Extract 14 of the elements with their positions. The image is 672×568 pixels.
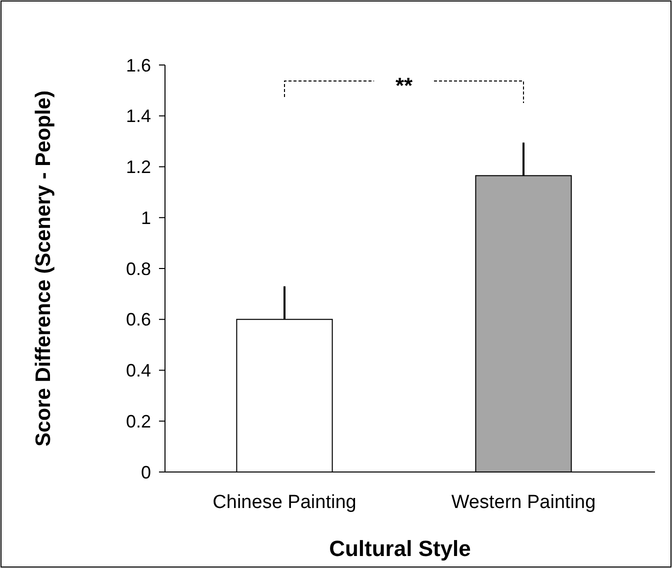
y-axis-title: Score Difference (Scenery - People) — [32, 90, 55, 446]
annotation: ** — [395, 73, 413, 98]
y-tick-label: 1.4 — [126, 106, 151, 126]
x-tick-label: Chinese Painting — [212, 492, 356, 513]
y-tick-label: 1 — [140, 208, 151, 228]
y-tick-label: 0.4 — [126, 360, 151, 381]
y-tick-label: 1.2 — [126, 157, 151, 178]
y-tick-label: 1.6 — [126, 55, 151, 76]
x-tick-label: Western Painting — [451, 492, 596, 513]
y-tick-label: 0 — [140, 462, 151, 482]
x-axis-title: Cultural Style — [329, 536, 471, 561]
y-tick-label: 0.6 — [126, 310, 151, 330]
y-tick-label: 0.2 — [126, 411, 151, 432]
y-tick-label: 0.8 — [126, 258, 151, 279]
